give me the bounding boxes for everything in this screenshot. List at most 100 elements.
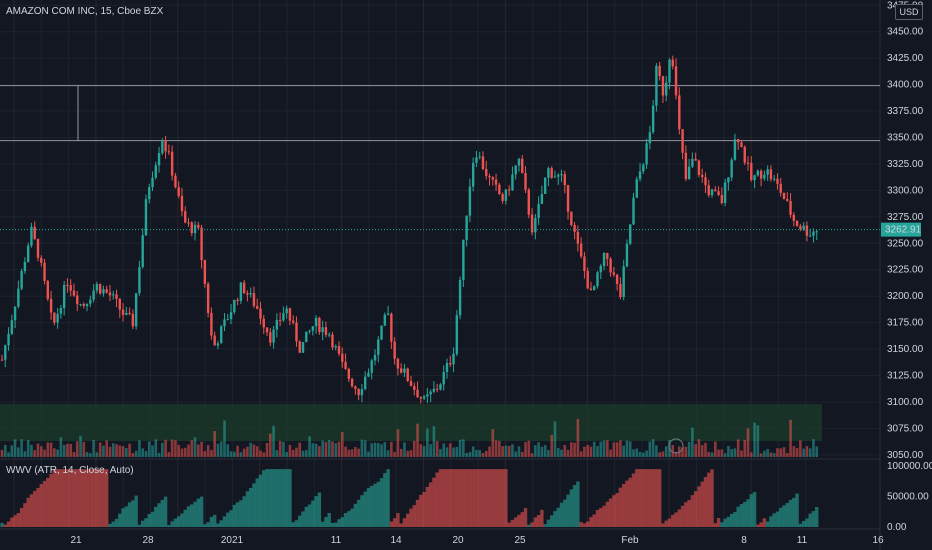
- wwv-bar: [520, 512, 524, 527]
- wwv-bar: [291, 522, 295, 527]
- wwv-bar: [801, 520, 806, 527]
- volume-bar: [658, 452, 661, 457]
- volume-bar: [452, 447, 455, 457]
- price-tick-label: 3125.00: [887, 370, 924, 381]
- volume-bar: [43, 449, 46, 457]
- volume-bar: [556, 448, 560, 457]
- candle-body: [445, 362, 449, 372]
- price-tick-label: 3250.00: [887, 238, 924, 249]
- wwv-bar: [163, 496, 168, 527]
- candle-body: [396, 358, 400, 369]
- volume-bar: [687, 441, 691, 457]
- candle-body: [629, 224, 632, 244]
- candle-body: [494, 179, 498, 185]
- volume-bar: [599, 441, 603, 457]
- wwv-bar: [618, 487, 623, 527]
- wwv-bar: [746, 499, 750, 527]
- volume-bar: [416, 423, 419, 457]
- candle-body: [82, 304, 85, 306]
- wwv-bar: [756, 524, 760, 527]
- wwv-bar: [324, 516, 328, 527]
- volume-bar: [128, 443, 131, 457]
- wwv-bar: [105, 469, 109, 527]
- candle-body: [475, 157, 478, 163]
- volume-bar: [419, 444, 423, 457]
- wwv-bar: [530, 522, 534, 527]
- volume-bar: [606, 440, 609, 457]
- volume-bar: [691, 427, 694, 457]
- candle-body: [429, 391, 432, 395]
- wwv-bar: [608, 498, 613, 527]
- wwv-bar: [762, 518, 767, 527]
- wwv-bar: [399, 523, 403, 527]
- volume-bar: [727, 445, 730, 457]
- volume-bar: [108, 446, 112, 457]
- candle-body: [220, 326, 223, 344]
- volume-bar: [583, 446, 586, 457]
- volume-bar: [785, 453, 789, 457]
- candle-body: [632, 197, 635, 225]
- volume-bar: [134, 450, 138, 457]
- volume-bar: [524, 442, 527, 457]
- volume-bar: [596, 446, 599, 457]
- volume-bar: [684, 446, 688, 457]
- wwv-bar: [219, 520, 223, 527]
- candle-body: [393, 341, 396, 359]
- wwv-bar: [680, 505, 685, 527]
- volume-bar: [651, 439, 655, 457]
- wwv-bar: [307, 504, 312, 527]
- candle-body: [301, 342, 305, 353]
- candle-body: [40, 257, 43, 263]
- wwv-bar: [572, 485, 577, 527]
- volume-bar: [471, 446, 475, 457]
- candle-body: [815, 231, 818, 233]
- candle-body: [746, 162, 750, 164]
- candle-body: [79, 304, 82, 306]
- candle-body: [363, 376, 367, 390]
- volume-bar: [776, 448, 779, 457]
- wwv-bar: [795, 493, 799, 527]
- currency-button[interactable]: USD: [895, 4, 923, 20]
- candle-body: [727, 177, 730, 183]
- wwv-bar: [707, 472, 711, 527]
- candle-body: [328, 334, 331, 336]
- volume-bar: [805, 446, 809, 457]
- volume-bar: [511, 444, 514, 457]
- volume-bar: [815, 446, 819, 457]
- candle-body: [547, 168, 550, 178]
- volume-bar: [393, 452, 396, 457]
- volume-bar: [432, 426, 436, 457]
- candle-body: [432, 388, 436, 392]
- volume-bar: [484, 450, 488, 457]
- wwv-bar: [114, 518, 119, 527]
- candle-body: [406, 368, 409, 382]
- candle-body: [766, 169, 769, 175]
- volume-bar: [468, 452, 472, 457]
- candle-body: [239, 282, 243, 301]
- volume-bar: [226, 444, 230, 457]
- candle-body: [357, 388, 360, 396]
- volume-bar: [560, 449, 563, 457]
- volume-bar: [789, 419, 792, 457]
- candle-body: [619, 283, 622, 298]
- wwv-bar: [729, 513, 734, 527]
- wwv-tick-label: 0.00: [887, 522, 907, 533]
- candle-body: [717, 191, 720, 195]
- candle-body: [730, 159, 733, 178]
- wwv-bar: [487, 469, 492, 527]
- price-tick-label: 3275.00: [887, 212, 924, 223]
- last-price-label: 3262.91: [885, 225, 922, 236]
- volume-bar: [380, 444, 383, 457]
- volume-bar: [59, 437, 63, 457]
- candle-body: [314, 317, 318, 327]
- candle-body: [112, 294, 115, 296]
- volume-bar: [592, 441, 596, 457]
- wwv-bar: [517, 514, 521, 527]
- candle-body: [612, 272, 616, 275]
- volume-bar: [161, 442, 164, 457]
- wwv-bar: [582, 523, 587, 527]
- wwv-bar: [59, 469, 63, 527]
- volume-bar: [370, 443, 374, 457]
- candle-body: [812, 231, 815, 236]
